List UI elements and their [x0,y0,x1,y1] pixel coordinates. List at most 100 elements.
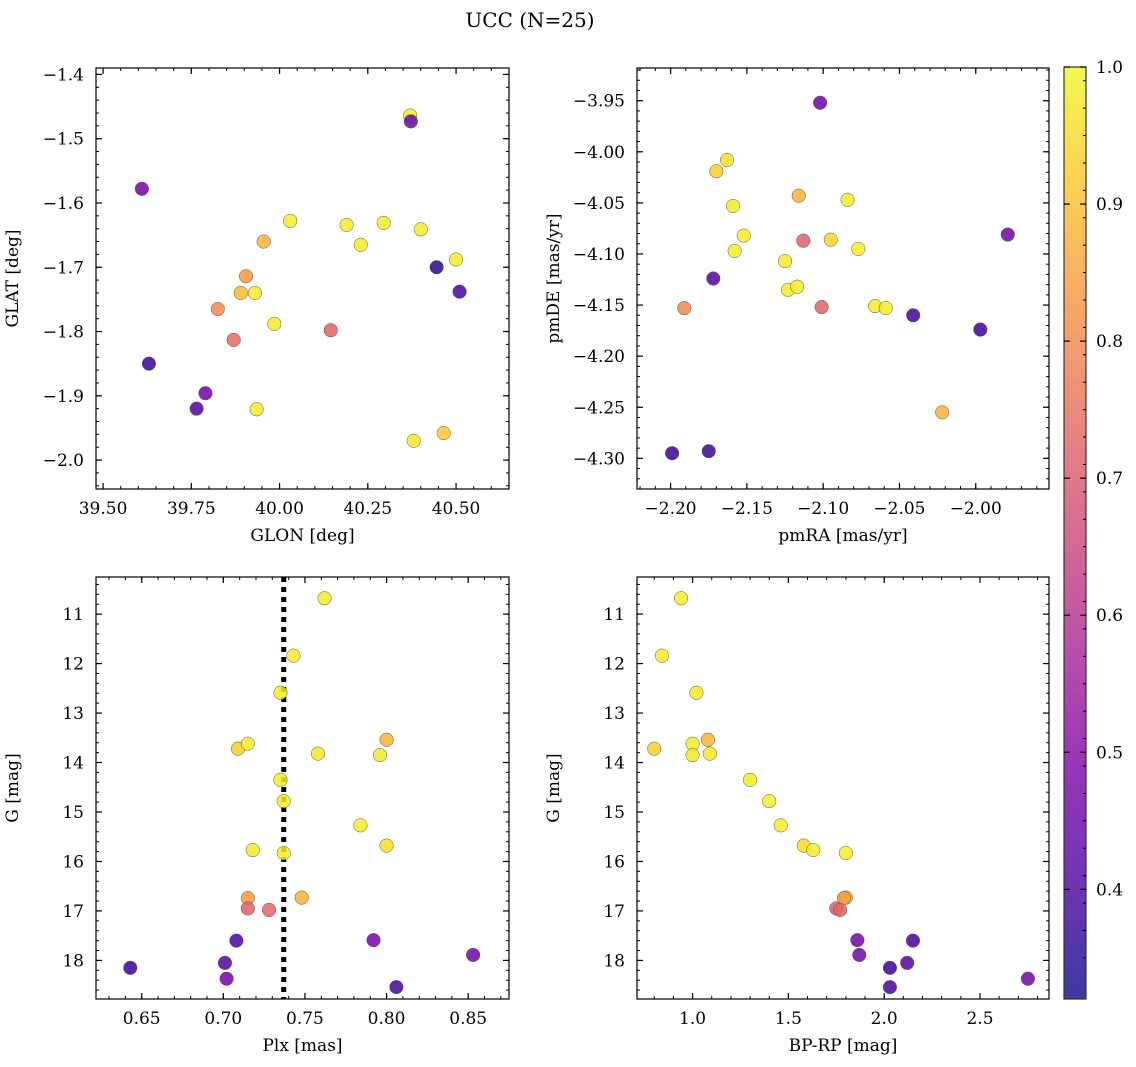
axes-frame [95,576,510,1000]
scatter-point [452,284,467,299]
scatter-point [210,301,225,317]
scatter-points [665,95,1015,461]
scatter-point [198,386,213,401]
colorbar: 0.4 0.5 0.6 0.7 0.8 0.9 1.0 [1063,58,1123,1000]
scatter-point [706,271,721,286]
scatter-point [674,591,689,606]
scatter-point [310,746,326,761]
x-axis-label: Plx [mas] [262,1036,342,1056]
scatter-point [773,818,788,833]
x-tick-label: 2.5 [966,1009,993,1029]
scatter-point [249,402,264,417]
colorbar-ticks: 0.4 0.5 0.6 0.7 0.8 0.9 1.0 [1064,58,1123,959]
scatter-point [273,772,288,787]
scatter-point [286,648,301,663]
scatter-point [791,188,806,203]
scatter-point [743,772,758,787]
scatter-point [665,446,680,461]
scatter-point [790,279,805,294]
y-tick-label: 15 [603,803,625,823]
y-tick-label: −4.10 [573,245,625,265]
y-tick-label: 18 [603,951,625,971]
scatter-point [736,228,751,243]
scatter-point [838,846,853,861]
scatter-point [709,164,724,179]
y-tick-label: 16 [62,852,84,872]
y-axis-label: G [mag] [544,753,564,822]
x-axis-label: BP-RP [mag] [789,1036,898,1056]
scatter-point [685,748,700,763]
scatter-points [647,591,1035,995]
colorbar-tick-label: 0.4 [1096,880,1123,900]
y-axis-label: G [mag] [3,753,23,822]
scatter-point [339,217,354,232]
x-tick-label: 1.0 [679,1009,706,1029]
y-tick-label: −2.0 [43,451,84,471]
scatter-point [413,222,428,237]
x-tick-label: 2.0 [871,1009,898,1029]
scatter-point [900,955,915,970]
y-tick-label: −4.20 [573,347,625,367]
y-tick-label: 11 [603,605,625,625]
scatter-point [323,323,338,338]
scatter-point [276,794,291,809]
scatter-point [353,818,368,833]
scatter-point [294,890,309,905]
panels: 39.50 39.75 40.00 40.25 40.50 −2.0 −1.9 −1.8 −1.… [3,65,1050,1056]
scatter-point [677,301,692,316]
scatter-point [317,591,332,606]
y-tick-label: 14 [62,754,84,774]
scatter-point [141,356,156,371]
y-tick-label: 14 [603,754,625,774]
scatter-point [882,960,897,975]
y-tick-label: 15 [62,803,84,823]
scatter-point [189,401,204,416]
x-tick-label: 0.85 [449,1009,487,1029]
scatter-point [372,748,388,763]
major-ticks [637,577,1049,999]
scatter-point [403,114,418,129]
y-tick-label: −3.95 [573,92,625,112]
minor-ticks [637,577,1049,999]
x-tick-label: −2.05 [873,499,925,519]
scatter-point [376,215,391,230]
scatter-point [123,960,138,975]
y-tick-label: −4.15 [573,296,625,316]
y-tick-label: −4.25 [573,398,625,418]
axes-frame [636,576,1050,1000]
scatter-point [905,933,920,948]
scatter-point [906,308,921,323]
scatter-point [466,947,481,963]
scatter-point [245,843,260,858]
x-tick-label: 0.70 [204,1009,242,1029]
scatter-point [840,192,855,207]
scatter-point [353,237,368,252]
axes-frame [636,67,1050,490]
scatter-point [882,980,897,995]
scatter-point [813,95,828,110]
panel-1: 39.50 39.75 40.00 40.25 40.50 −2.0 −1.9 −1.8 −1.… [3,65,510,546]
scatter-point [852,947,867,963]
x-tick-label: −2.00 [950,499,1002,519]
scatter-point [1000,227,1015,242]
scatter-point [689,685,704,700]
y-tick-label: −1.5 [43,130,84,150]
panel-4: 1.0 1.5 2.0 2.5 11 12 13 14 15 16 17 18 BP-RP [mag] G… [544,576,1050,1056]
scatter-point [726,198,741,213]
scatter-point [229,933,244,948]
axes-frame [95,67,510,490]
scatter-point [654,648,669,663]
scatter-point [878,301,893,316]
y-tick-label: −1.9 [43,387,84,407]
scatter-point [806,843,821,858]
y-tick-label: 17 [62,902,84,922]
scatter-point [851,241,866,256]
scatter-point [449,252,464,267]
y-tick-label: −1.6 [43,194,84,214]
scatter-point [1020,971,1035,986]
scatter-point [276,846,291,861]
scatter-point [261,902,277,917]
scatter-point [240,901,255,916]
x-tick-label: −2.10 [797,499,849,519]
scatter-point [823,232,838,247]
